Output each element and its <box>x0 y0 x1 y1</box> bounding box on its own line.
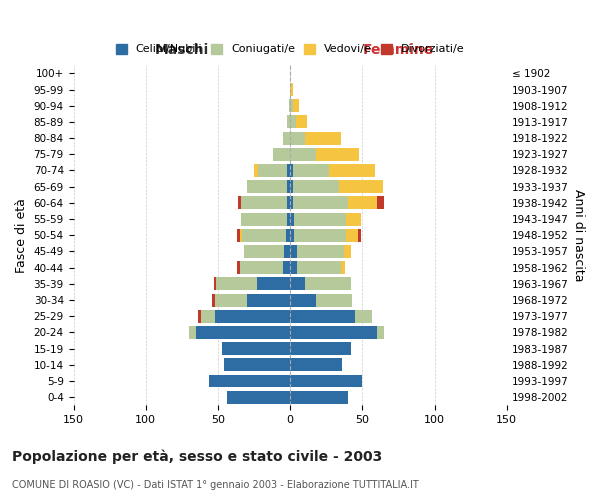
Bar <box>358 229 361 241</box>
Bar <box>377 196 384 209</box>
Bar <box>295 212 346 226</box>
Bar <box>227 390 290 404</box>
Bar <box>293 164 329 177</box>
Bar <box>254 164 259 177</box>
Bar <box>290 212 295 226</box>
Bar <box>290 310 355 322</box>
Bar <box>287 164 290 177</box>
Bar <box>290 148 316 161</box>
Bar <box>189 326 196 339</box>
Bar <box>284 245 290 258</box>
Bar <box>236 261 239 274</box>
Bar <box>290 390 348 404</box>
Bar <box>289 99 290 112</box>
Bar <box>298 245 344 258</box>
Bar <box>273 148 290 161</box>
Bar <box>215 294 247 306</box>
Bar <box>247 294 290 306</box>
Bar <box>286 229 290 241</box>
Bar <box>244 245 284 258</box>
Bar <box>290 358 342 372</box>
Bar <box>316 294 352 306</box>
Bar <box>298 261 341 274</box>
Bar <box>293 196 348 209</box>
Bar <box>196 326 290 339</box>
Bar <box>290 132 305 144</box>
Bar <box>222 342 290 355</box>
Text: Femmine: Femmine <box>363 43 434 57</box>
Bar <box>283 261 290 274</box>
Bar <box>200 310 215 322</box>
Bar <box>329 164 376 177</box>
Bar <box>290 116 296 128</box>
Bar <box>293 180 339 193</box>
Y-axis label: Fasce di età: Fasce di età <box>15 198 28 272</box>
Bar <box>247 180 287 193</box>
Bar <box>348 196 377 209</box>
Bar <box>290 180 293 193</box>
Bar <box>224 358 290 372</box>
Bar <box>377 326 384 339</box>
Y-axis label: Anni di nascita: Anni di nascita <box>572 189 585 282</box>
Bar <box>341 261 345 274</box>
Bar <box>344 245 351 258</box>
Bar <box>346 212 361 226</box>
Bar <box>290 164 293 177</box>
Bar <box>290 245 298 258</box>
Text: Popolazione per età, sesso e stato civile - 2003: Popolazione per età, sesso e stato civil… <box>12 450 382 464</box>
Bar <box>290 229 295 241</box>
Bar <box>242 229 286 241</box>
Text: COMUNE DI ROASIO (VC) - Dati ISTAT 1° gennaio 2003 - Elaborazione TUTTITALIA.IT: COMUNE DI ROASIO (VC) - Dati ISTAT 1° ge… <box>12 480 419 490</box>
Bar <box>287 180 290 193</box>
Bar <box>257 278 290 290</box>
Text: Maschi: Maschi <box>155 43 209 57</box>
Bar <box>290 261 298 274</box>
Bar <box>241 212 287 226</box>
Bar <box>296 116 307 128</box>
Bar <box>290 278 305 290</box>
Bar <box>290 342 351 355</box>
Bar <box>290 326 377 339</box>
Bar <box>290 294 316 306</box>
Bar <box>212 294 215 306</box>
Bar <box>290 374 362 388</box>
Legend: Celibi/Nubili, Coniugati/e, Vedovi/e, Divorziati/e: Celibi/Nubili, Coniugati/e, Vedovi/e, Di… <box>116 44 464 54</box>
Bar <box>287 212 290 226</box>
Bar <box>295 229 346 241</box>
Bar <box>290 196 293 209</box>
Bar <box>287 116 290 128</box>
Bar <box>293 99 299 112</box>
Bar <box>238 196 241 209</box>
Bar <box>290 83 293 96</box>
Bar <box>259 164 287 177</box>
Bar <box>239 261 283 274</box>
Bar <box>305 278 351 290</box>
Bar <box>316 148 359 161</box>
Bar <box>283 132 290 144</box>
Bar <box>214 278 217 290</box>
Bar <box>305 132 341 144</box>
Bar <box>217 278 257 290</box>
Bar <box>241 196 287 209</box>
Bar <box>339 180 383 193</box>
Bar <box>287 196 290 209</box>
Bar <box>209 374 290 388</box>
Bar <box>198 310 200 322</box>
Bar <box>239 229 242 241</box>
Bar <box>346 229 358 241</box>
Bar <box>290 99 293 112</box>
Bar <box>355 310 373 322</box>
Bar <box>236 229 239 241</box>
Bar <box>215 310 290 322</box>
